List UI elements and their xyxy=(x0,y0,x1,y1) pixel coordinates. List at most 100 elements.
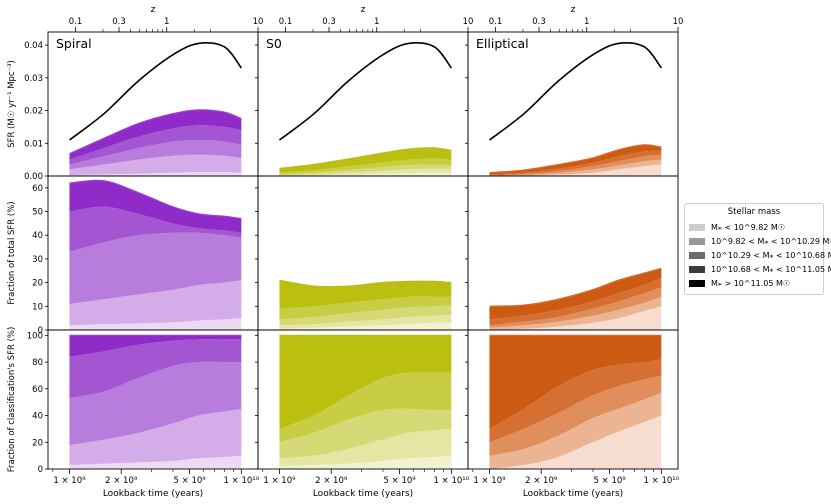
z-axis-label: z xyxy=(571,5,576,15)
class-total-line xyxy=(279,147,452,170)
z-tick-label: 0.3 xyxy=(322,17,336,27)
area-band-3 xyxy=(279,372,452,443)
area-band-3 xyxy=(279,296,452,320)
area-band-4 xyxy=(69,335,242,357)
area-band-0 xyxy=(279,455,452,469)
x-tick-label: 1 × 10¹⁰ xyxy=(644,476,680,486)
z-tick-label: 0.1 xyxy=(69,17,83,27)
area-band-2 xyxy=(69,140,242,170)
x-tick-label: 5 × 10⁹ xyxy=(174,476,207,486)
area-band-2 xyxy=(279,305,452,326)
y-tick-label: 20 xyxy=(32,438,43,448)
legend-entry: 10^9.82 < M⁎ < 10^10.29 M☉ xyxy=(689,234,831,248)
area-band-0 xyxy=(69,455,242,469)
area-band-0 xyxy=(489,415,662,469)
y-tick-label: 30 xyxy=(32,255,43,265)
z-tick-label: 0.3 xyxy=(112,17,126,27)
panel-title-elliptical: Elliptical xyxy=(476,36,529,51)
area-band-4 xyxy=(279,147,452,173)
y-axis-label: Fraction of classification's SFR (%) xyxy=(7,327,17,473)
area-band-3 xyxy=(69,125,242,165)
legend-label: 10^10.68 < M⁎ < 10^11.05 M☉ xyxy=(711,264,831,274)
class-total-line xyxy=(489,267,662,307)
z-axis-label: z xyxy=(151,5,156,15)
area-band-4 xyxy=(489,335,662,429)
legend-swatch-2 xyxy=(689,251,705,259)
y-tick-label: 20 xyxy=(32,279,43,289)
y-tick-label: 0 xyxy=(38,326,43,336)
class-total-line xyxy=(69,179,242,220)
area-band-0 xyxy=(489,164,662,176)
area-band-3 xyxy=(489,150,662,176)
total-sfr-line xyxy=(68,42,242,141)
x-tick-label: 2 × 10⁹ xyxy=(315,476,348,486)
area-band-1 xyxy=(489,296,662,330)
legend-label: M⁎ > 10^11.05 M☉ xyxy=(711,278,791,288)
legend: Stellar mass M⁎ < 10^9.82 M☉ 10^9.82 < M… xyxy=(684,203,831,295)
panel-title-s0: S0 xyxy=(266,36,282,51)
y-tick-label: 80 xyxy=(32,358,43,368)
x-tick-label: 1 × 10⁹ xyxy=(473,476,506,486)
area-band-1 xyxy=(279,314,452,329)
y-tick-label: 0.03 xyxy=(24,74,43,84)
panel-title-spiral: Spiral xyxy=(56,36,92,51)
y-tick-label: 60 xyxy=(32,385,43,395)
x-tick-label: 5 × 10⁹ xyxy=(594,476,627,486)
x-axis-label: Lookback time (years) xyxy=(523,489,623,499)
panel-s0-row-2 xyxy=(257,329,469,470)
area-band-2 xyxy=(69,361,242,445)
area-band-4 xyxy=(69,109,242,160)
area-band-0 xyxy=(489,306,662,330)
x-tick-label: 5 × 10⁹ xyxy=(384,476,417,486)
area-band-1 xyxy=(69,154,242,176)
area-band-4 xyxy=(279,335,452,429)
z-tick-label: 10 xyxy=(463,17,474,27)
legend-label: 10^9.82 < M⁎ < 10^10.29 M☉ xyxy=(711,236,831,246)
y-tick-label: 40 xyxy=(32,231,43,241)
x-tick-label: 1 × 10¹⁰ xyxy=(224,476,260,486)
x-tick-label: 2 × 10⁹ xyxy=(525,476,558,486)
area-band-3 xyxy=(69,339,242,399)
area-band-4 xyxy=(489,268,662,320)
area-band-3 xyxy=(489,359,662,443)
x-tick-label: 2 × 10⁹ xyxy=(105,476,138,486)
y-tick-label: 0.04 xyxy=(24,41,43,51)
z-tick-label: 1 xyxy=(584,17,589,27)
y-tick-label: 0.01 xyxy=(24,139,43,149)
area-band-0 xyxy=(279,322,452,330)
z-tick-label: 10 xyxy=(253,17,264,27)
x-axis-label: Lookback time (years) xyxy=(103,489,203,499)
legend-swatch-3 xyxy=(689,265,705,273)
z-tick-label: 1 xyxy=(374,17,379,27)
panel-elliptical-row-0 xyxy=(467,31,679,177)
panel-spiral-row-0 xyxy=(47,31,259,177)
legend-entry: M⁎ < 10^9.82 M☉ xyxy=(689,220,819,234)
area-band-2 xyxy=(489,287,662,328)
area-band-1 xyxy=(279,428,452,467)
area-band-2 xyxy=(489,375,662,456)
panel-s0-row-1 xyxy=(257,175,469,331)
y-tick-label: 0.00 xyxy=(24,172,43,182)
x-tick-label: 1 × 10¹⁰ xyxy=(434,476,470,486)
panel-spiral-row-2 xyxy=(47,329,259,470)
x-axis-label: Lookback time (years) xyxy=(313,489,413,499)
y-axis-label: SFR (M☉ yr⁻¹ Mpc⁻³) xyxy=(7,60,17,148)
legend-swatch-4 xyxy=(689,279,705,287)
area-band-3 xyxy=(279,158,452,175)
z-tick-label: 0.3 xyxy=(532,17,546,27)
area-band-1 xyxy=(69,280,242,326)
total-sfr-line xyxy=(278,42,452,141)
y-tick-label: 0.02 xyxy=(24,107,43,117)
legend-swatch-0 xyxy=(689,223,705,231)
legend-label: 10^10.29 < M⁎ < 10^10.68 M☉ xyxy=(711,250,831,260)
x-tick-label: 1 × 10⁹ xyxy=(263,476,296,486)
legend-entry: M⁎ > 10^11.05 M☉ xyxy=(689,276,819,290)
area-band-4 xyxy=(279,280,452,309)
z-tick-label: 0.1 xyxy=(489,17,503,27)
z-tick-label: 10 xyxy=(673,17,684,27)
area-band-1 xyxy=(279,168,452,176)
class-total-line xyxy=(279,279,452,288)
area-band-2 xyxy=(69,232,242,304)
area-band-0 xyxy=(279,172,452,176)
